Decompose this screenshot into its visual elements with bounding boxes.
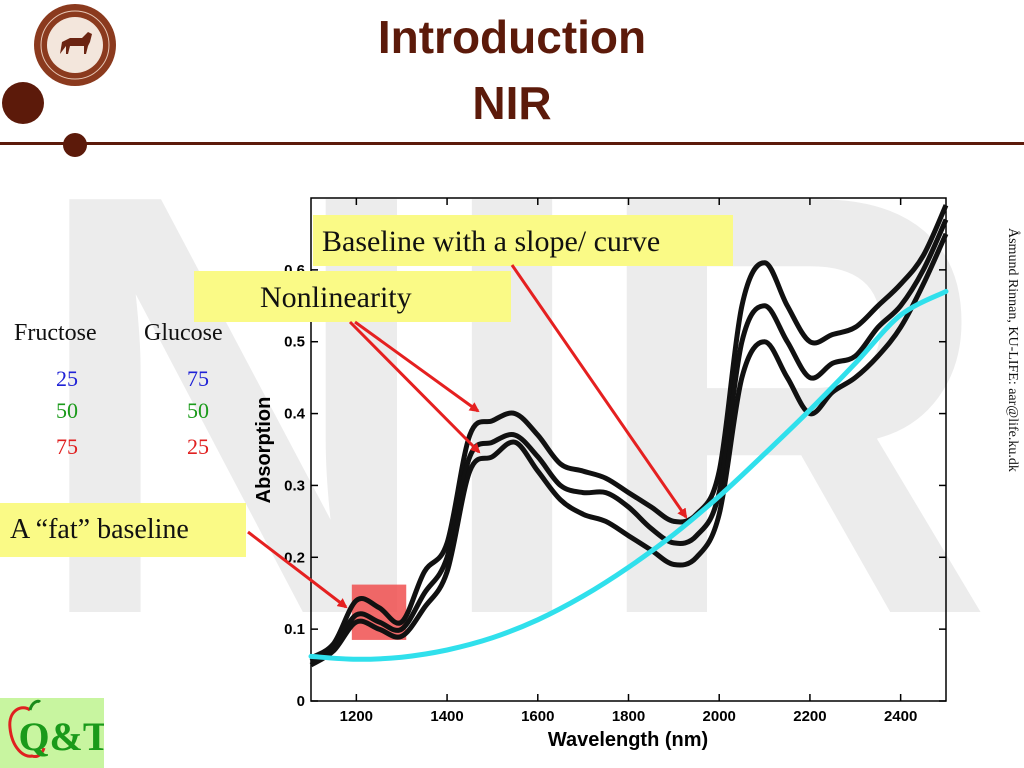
note-nonlinearity: Nonlinearity — [194, 271, 511, 322]
note-baseline-slope: Baseline with a slope/ curve — [313, 215, 733, 266]
spectrum-line-1 — [309, 204, 949, 661]
table-header-fructose: Fructose — [14, 320, 97, 346]
qt-apple-icon: Q&T — [8, 699, 110, 759]
x-tick-label: 1800 — [612, 708, 645, 725]
baseline-fit-curve — [308, 288, 949, 662]
glucose-cell-3: 25 — [187, 434, 209, 459]
x-axis-label: Wavelength (nm) — [548, 729, 708, 751]
arrow-nonlinearity-lower — [348, 320, 481, 454]
arrow-baseline-slope — [510, 264, 688, 519]
x-tick-label: 2400 — [884, 708, 917, 725]
decor-dot-small — [63, 133, 87, 157]
x-tick-label: 1200 — [340, 708, 373, 725]
y-axis-label: Absorption — [253, 397, 275, 504]
y-tick-label: 0.3 — [284, 477, 305, 494]
slide-title: Introduction — [377, 11, 647, 63]
glucose-cell-1: 75 — [187, 366, 209, 391]
note-fat-baseline: A “fat” baseline — [0, 503, 246, 557]
slide-subtitle: NIR — [472, 77, 552, 129]
spectrum-line-3 — [309, 232, 949, 668]
y-tick-label: 0.5 — [284, 334, 305, 351]
university-seal-icon — [34, 4, 116, 86]
y-tick-label: 0 — [297, 693, 305, 710]
spectrum-line-2 — [309, 218, 949, 664]
glucose-cell-2: 50 — [187, 398, 209, 423]
fructose-cell-1: 25 — [56, 366, 78, 391]
fructose-cell-3: 75 — [56, 434, 78, 459]
logo-text: Q&T — [18, 714, 104, 759]
y-tick-label: 0.1 — [284, 621, 305, 638]
arrow-fat-baseline — [247, 530, 348, 609]
arrow-nonlinearity-upper — [354, 320, 480, 413]
x-tick-label: 2200 — [793, 708, 826, 725]
fructose-cell-2: 50 — [56, 398, 78, 423]
x-tick-label: 1400 — [430, 708, 463, 725]
x-tick-label: 2000 — [703, 708, 736, 725]
y-tick-label: 0.4 — [284, 406, 306, 423]
table-header-glucose: Glucose — [144, 320, 223, 346]
header-rule — [0, 142, 1024, 145]
qt-logo: Q&T — [0, 698, 110, 768]
author-credit: Åsmund Rinnan, KU-LIFE: aar@life.ku.dk — [1000, 228, 1020, 540]
x-tick-label: 1600 — [521, 708, 554, 725]
author-credit-text: Åsmund Rinnan, KU-LIFE: aar@life.ku.dk — [1005, 228, 1020, 472]
decor-dot-large — [2, 82, 44, 124]
